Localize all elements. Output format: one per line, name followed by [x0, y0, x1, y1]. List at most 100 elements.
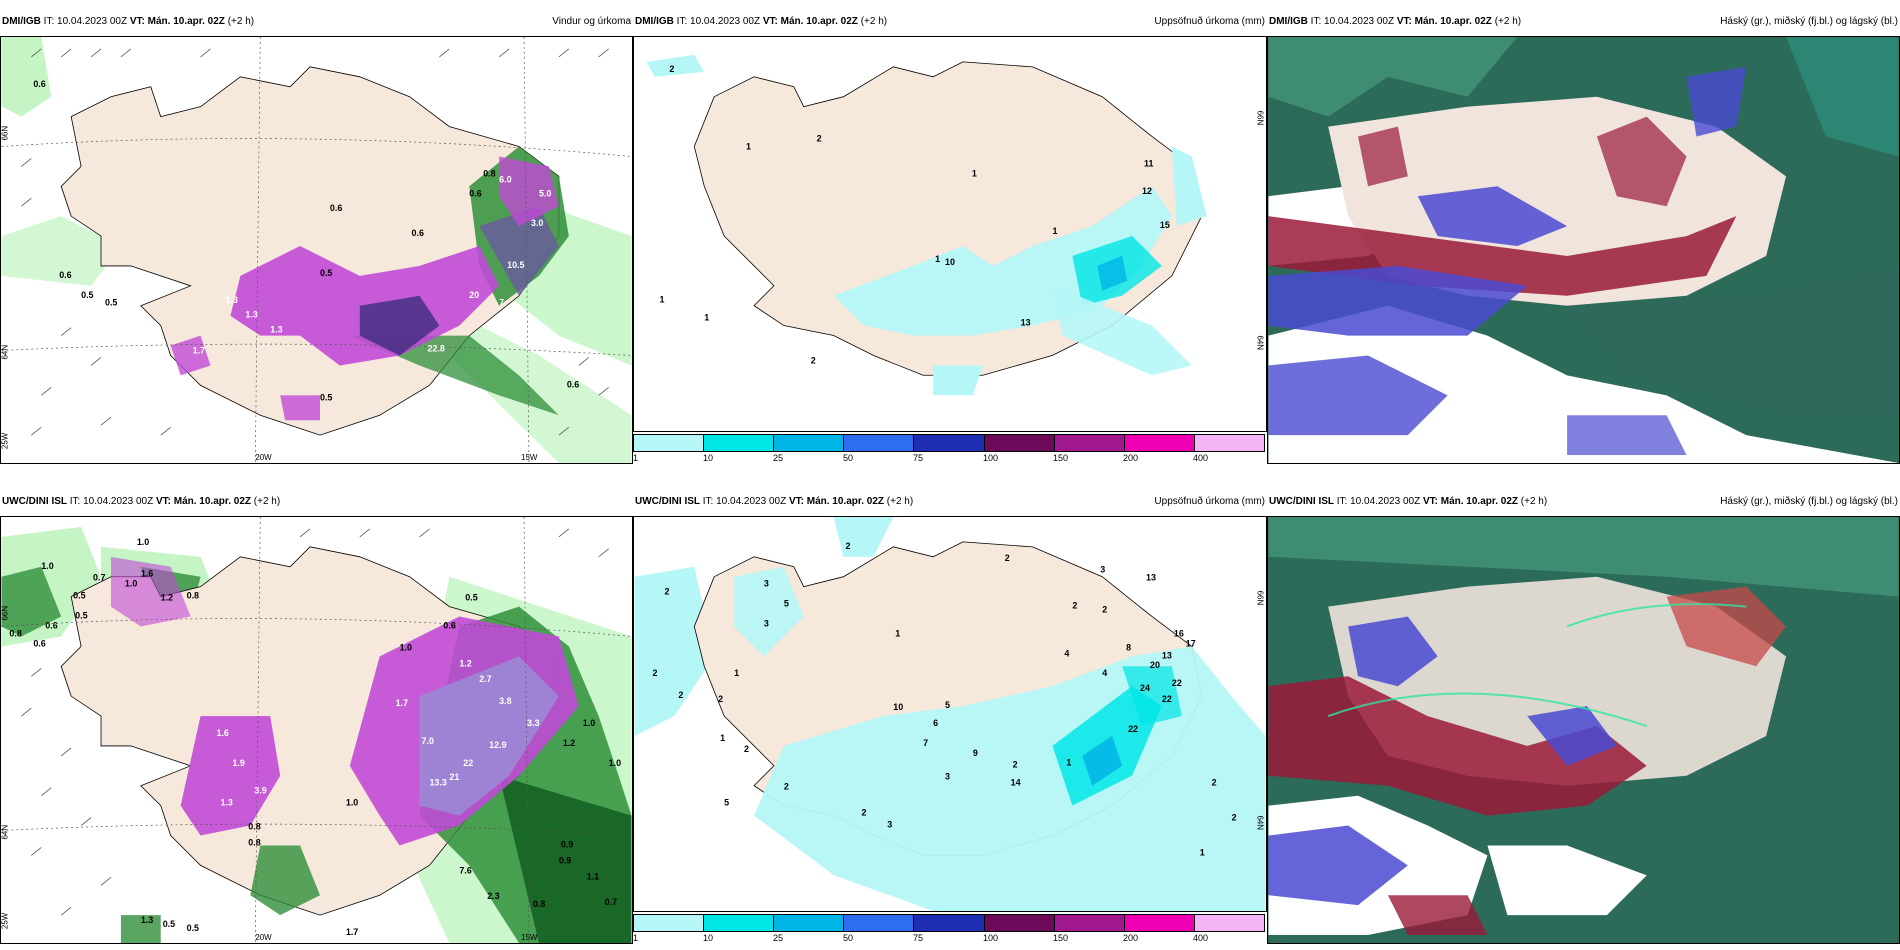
precip-map: 2 2 2 2 3 5 3 2 1 1 2 7 9 14 10 5 6 13 1… [634, 517, 1266, 911]
panel-dmi-clouds: DMI/IGB IT: 10.04.2023 00Z VT: Mán. 10.a… [1267, 16, 1900, 464]
svg-text:0.6: 0.6 [33, 638, 45, 648]
svg-text:6: 6 [933, 718, 938, 728]
map-area[interactable] [1267, 516, 1900, 944]
svg-text:0.6: 0.6 [469, 188, 481, 198]
svg-text:2: 2 [861, 807, 866, 817]
init-time: 10.04.2023 00Z [716, 496, 787, 507]
product-title: Uppsöfnuð úrkoma (mm) [1154, 496, 1265, 507]
svg-text:1: 1 [895, 628, 900, 638]
colorbar-swatch [914, 915, 985, 931]
svg-text:2.7: 2.7 [479, 674, 491, 684]
map-area[interactable]: 2 1 2 1 10 13 12 15 11 1 2 1 1 1 66N 64N [633, 36, 1267, 432]
colorbar [633, 914, 1265, 932]
lead-time: (+2 h) [1520, 496, 1548, 507]
svg-text:0.5: 0.5 [320, 268, 332, 278]
svg-text:1.0: 1.0 [137, 537, 149, 547]
product-title: Háský (gr.), miðský (fj.bl.) og lágský (… [1720, 16, 1898, 27]
svg-text:1.7: 1.7 [396, 698, 408, 708]
lat-label: 66N [1, 126, 9, 141]
svg-text:13: 13 [1146, 573, 1156, 583]
svg-text:0.6: 0.6 [443, 620, 455, 630]
colorbar-tick: 200 [1123, 933, 1139, 943]
svg-text:0.5: 0.5 [75, 611, 87, 621]
svg-text:8: 8 [1126, 642, 1131, 652]
map-area[interactable] [1267, 36, 1900, 464]
svg-text:1.7: 1.7 [346, 927, 358, 937]
svg-text:2: 2 [1005, 553, 1010, 563]
map-area[interactable]: 0.6 0.6 0.5 0.5 0.5 0.6 0.5 0.6 0.6 0.8 … [0, 36, 633, 464]
svg-text:22: 22 [463, 758, 473, 768]
colorbar-swatch [844, 435, 915, 451]
init-time: 10.04.2023 00Z [57, 16, 128, 27]
colorbar-tick: 25 [773, 933, 784, 943]
svg-text:3: 3 [764, 618, 769, 628]
model-name: UWC/DINI ISL [1269, 496, 1334, 507]
svg-text:5.0: 5.0 [539, 188, 551, 198]
svg-text:0.5: 0.5 [81, 290, 93, 300]
svg-text:17: 17 [1186, 638, 1196, 648]
colorbar [633, 434, 1265, 452]
svg-text:10: 10 [945, 257, 955, 267]
svg-text:13.3: 13.3 [429, 778, 446, 788]
lead-time: (+2 h) [227, 16, 255, 27]
cloud-map [1268, 37, 1899, 463]
colorbar-tick: 1 [633, 453, 639, 463]
svg-text:0.5: 0.5 [320, 392, 332, 402]
svg-text:1: 1 [1052, 226, 1057, 236]
svg-text:20: 20 [1150, 660, 1160, 670]
svg-text:16: 16 [1174, 628, 1184, 638]
valid-time: Mán. 10.apr. 02Z [147, 16, 225, 27]
svg-text:0.6: 0.6 [45, 620, 57, 630]
model-name: DMI/IGB [635, 16, 674, 27]
map-area[interactable]: 2 2 2 2 3 5 3 2 1 1 2 7 9 14 10 5 6 13 1… [633, 516, 1267, 912]
valid-time: Mán. 10.apr. 02Z [1440, 496, 1519, 507]
product-title: Vindur og úrkoma [552, 16, 631, 27]
svg-text:1.9: 1.9 [232, 758, 244, 768]
colorbar-tick: 100 [983, 933, 999, 943]
colorbar-tick: 50 [843, 933, 854, 943]
colorbar-swatch [774, 915, 845, 931]
svg-text:7.6: 7.6 [459, 865, 471, 875]
lead-time: (+2 h) [860, 16, 888, 27]
svg-text:0.8: 0.8 [248, 822, 260, 832]
wind-barbs [21, 48, 609, 436]
svg-text:0.8: 0.8 [483, 168, 495, 178]
svg-text:2: 2 [669, 64, 674, 74]
svg-text:3: 3 [945, 772, 950, 782]
svg-text:0.6: 0.6 [59, 270, 71, 280]
svg-text:3.0: 3.0 [531, 218, 543, 228]
svg-text:3.8: 3.8 [499, 696, 511, 706]
lat-label: 25W [1, 912, 9, 929]
precip-labels: 0.6 0.6 0.5 0.5 0.5 0.6 0.5 0.6 0.6 0.8 … [33, 79, 579, 403]
precip-labels: 2 1 2 1 10 13 12 15 11 1 2 1 1 1 [659, 64, 1169, 366]
panel-dmi-wind: DMI/IGB IT: 10.04.2023 00Z VT: Mán. 10.a… [0, 16, 633, 464]
init-time: 10.04.2023 00Z [690, 16, 761, 27]
svg-text:7: 7 [499, 298, 504, 308]
svg-text:2: 2 [1013, 760, 1018, 770]
colorbar-swatch [634, 435, 705, 451]
svg-text:6.0: 6.0 [499, 174, 511, 184]
svg-text:0.7: 0.7 [93, 573, 105, 583]
svg-text:2: 2 [784, 782, 789, 792]
svg-text:1.6: 1.6 [216, 728, 228, 738]
precip-labels: 2 2 2 2 3 5 3 2 1 1 2 7 9 14 10 5 6 13 1… [653, 541, 1237, 857]
svg-text:2: 2 [678, 690, 683, 700]
svg-text:0.5: 0.5 [465, 593, 477, 603]
svg-text:1: 1 [720, 733, 725, 743]
colorbar-swatch [1124, 435, 1195, 451]
svg-text:0.5: 0.5 [163, 919, 175, 929]
panel-header: DMI/IGB IT: 10.04.2023 00Z VT: Mán. 10.a… [1269, 16, 1898, 27]
init-time: 10.04.2023 00Z [1324, 16, 1395, 27]
panel-header: DMI/IGB IT: 10.04.2023 00Z VT: Mán. 10.a… [2, 16, 631, 27]
colorbar-swatch [634, 915, 705, 931]
map-area[interactable]: 1.0 1.0 0.7 0.5 0.5 0.6 0.6 0.8 1.0 1.6 … [0, 516, 633, 944]
valid-time: Mán. 10.apr. 02Z [806, 496, 885, 507]
colorbar-tick: 100 [983, 453, 999, 463]
lon-label: 20W [255, 933, 272, 942]
svg-text:0.9: 0.9 [561, 839, 573, 849]
svg-text:5: 5 [784, 599, 789, 609]
colorbar-swatch [1194, 915, 1264, 931]
lat-label: 66N [1255, 591, 1264, 606]
lat-label: 66N [1, 606, 9, 621]
svg-text:0.8: 0.8 [187, 591, 199, 601]
